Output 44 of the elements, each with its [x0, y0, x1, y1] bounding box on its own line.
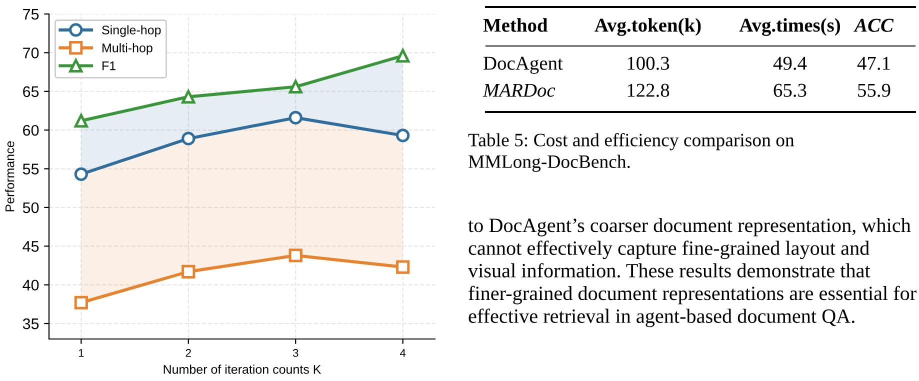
point [396, 260, 410, 274]
point [288, 80, 302, 94]
x-axis-title: Number of iteration counts K [164, 364, 322, 374]
category-label: DocAgent [484, 56, 563, 74]
point [182, 132, 196, 146]
y-tick-label: 55 [22, 164, 39, 174]
text: 122.8 [628, 84, 670, 97]
category-label: ACC [854, 18, 894, 32]
text: 65.3 [774, 84, 806, 97]
point [288, 110, 302, 124]
y-tick-label: 35 [22, 318, 39, 330]
text: to DocAgent’s coarser document representation, which cannot effectively capture fine-grained layout and visual information. These results demonstrate that finer-grained document representations are essential for effective retrieval in agent-based document QA. [468, 218, 916, 328]
category-label: MARDoc [482, 84, 556, 97]
legend-label: Single-hop [102, 25, 161, 37]
legend-label: Multi-hop [102, 43, 152, 55]
y-tick-label: 65 [23, 86, 39, 98]
point [74, 167, 88, 181]
y-tick-label: 70 [23, 48, 39, 58]
y-tick-label: 45 [22, 241, 39, 252]
text: 47.1 [857, 56, 890, 70]
x-tick-label: 1 [78, 349, 84, 357]
y-tick-label: 75 [23, 9, 39, 20]
point [182, 90, 196, 104]
point [288, 248, 302, 262]
category-label: Avg.times(s) [739, 18, 840, 36]
point [74, 114, 88, 128]
point [396, 48, 410, 63]
x-tick-label: 3 [292, 349, 298, 357]
legend-label: F1 [102, 62, 116, 70]
text: 49.4 [773, 56, 807, 70]
point [396, 128, 410, 142]
point [74, 296, 88, 310]
y-tick-label: 60 [23, 124, 39, 136]
text: Method [483, 18, 548, 32]
y-axis-title: Performance [5, 141, 14, 212]
point [182, 264, 196, 278]
text: 100.3 [628, 56, 670, 70]
x-tick-label: 2 [186, 349, 191, 357]
text: 55.9 [858, 84, 890, 97]
y-tick-label: 40 [22, 280, 39, 291]
category-label: Avg.token(k) [594, 18, 701, 36]
caption: Table 5: Cost and efficiency comparison on MMLong-DocBench. [468, 133, 794, 172]
x-tick-label: 4 [400, 349, 406, 357]
y-tick-label: 50 [22, 202, 39, 214]
